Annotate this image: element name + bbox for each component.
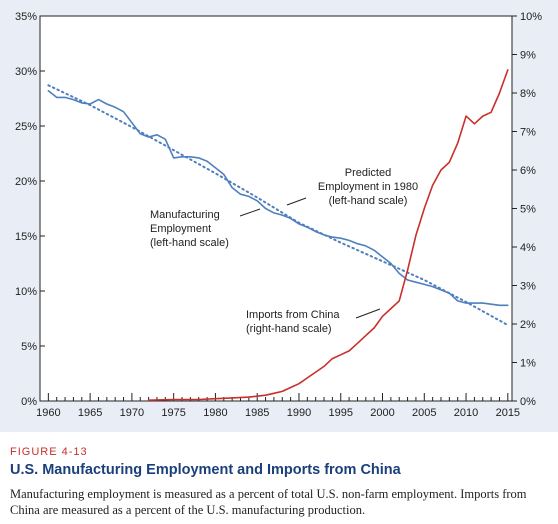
- right-axis-tick-label: 0%: [520, 396, 536, 408]
- x-axis-tick-label: 1995: [329, 407, 353, 419]
- x-axis-tick-label: 1960: [36, 407, 60, 419]
- chart-panel: 0% 5% 10% 15% 20% 25% 30% 35% 0% 1% 2% 3% 4% 5% 6% 7% 8%…: [0, 0, 558, 432]
- right-axis-tick-label: 8%: [520, 88, 536, 100]
- figure-description: Manufacturing employment is measured as …: [10, 486, 550, 518]
- x-axis-tick-label: 1970: [120, 407, 144, 419]
- plot-frame: [40, 16, 512, 401]
- line-chart: 0% 5% 10% 15% 20% 25% 30% 35% 0% 1% 2% 3% 4% 5% 6% 7% 8%…: [0, 0, 558, 432]
- figure-caption: FIGURE 4-13 U.S. Manufacturing Employmen…: [0, 432, 558, 524]
- left-axis-tick-label: 5%: [21, 341, 37, 353]
- right-axis-tick-label: 10%: [520, 11, 542, 23]
- figure-number: FIGURE 4-13: [10, 446, 88, 458]
- x-axis-tick-label: 2000: [370, 407, 394, 419]
- x-axis-tick-label: 1965: [78, 407, 102, 419]
- left-axis-tick-label: 25%: [15, 121, 37, 133]
- left-axis-tick-label: 35%: [15, 11, 37, 23]
- x-axis-tick-label: 2010: [454, 407, 478, 419]
- figure-title: U.S. Manufacturing Employment and Import…: [10, 462, 401, 478]
- x-axis-tick-label: 1990: [287, 407, 311, 419]
- right-axis-tick-label: 1%: [520, 358, 536, 370]
- left-axis-tick-label: 15%: [15, 231, 37, 243]
- left-axis-tick-label: 30%: [15, 66, 37, 78]
- right-axis-tick-label: 9%: [520, 50, 536, 62]
- right-axis-tick-label: 2%: [520, 319, 536, 331]
- x-axis-tick-label: 2005: [412, 407, 436, 419]
- left-axis-tick-label: 0%: [21, 396, 37, 408]
- x-axis-tick-label: 1975: [161, 407, 185, 419]
- right-axis-tick-label: 5%: [520, 204, 536, 216]
- left-axis-tick-label: 20%: [15, 176, 37, 188]
- x-axis-tick-label: 1980: [203, 407, 227, 419]
- x-axis-tick-label: 1985: [245, 407, 269, 419]
- right-axis-tick-label: 6%: [520, 165, 536, 177]
- right-axis-tick-label: 3%: [520, 281, 536, 293]
- x-axis-tick-label: 2015: [496, 407, 520, 419]
- right-axis-tick-label: 4%: [520, 242, 536, 254]
- right-axis-tick-label: 7%: [520, 127, 536, 139]
- left-axis-tick-label: 10%: [15, 286, 37, 298]
